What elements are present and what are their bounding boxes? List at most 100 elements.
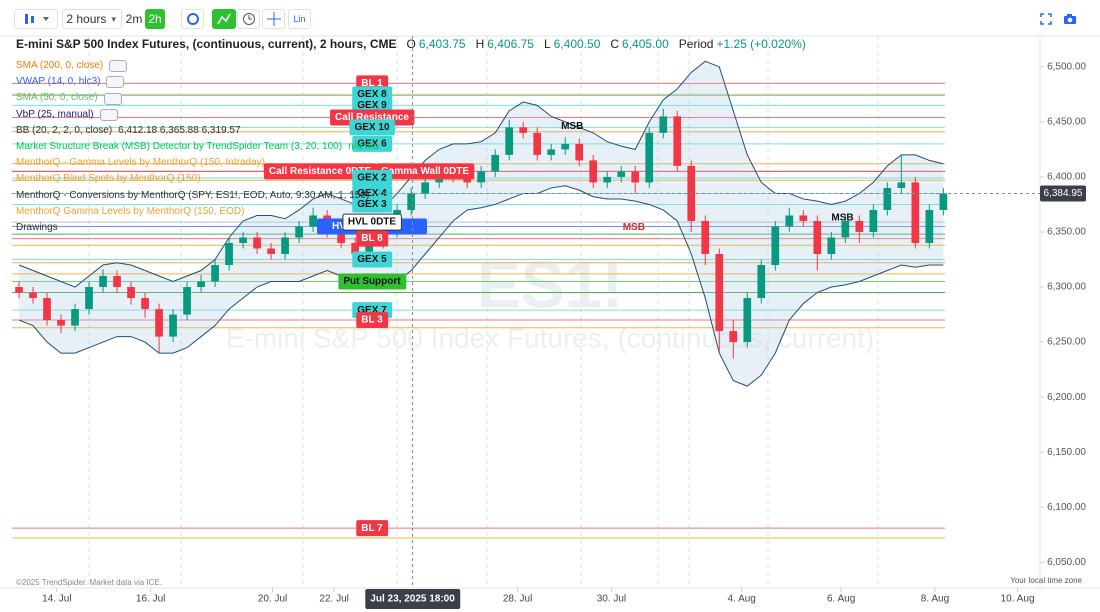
level-label: GEX 9 <box>352 97 393 114</box>
candle-body <box>673 116 682 166</box>
candle-body <box>71 309 79 326</box>
candle-body <box>351 242 359 254</box>
clock-button[interactable] <box>237 9 260 29</box>
chart-type-button[interactable] <box>14 9 58 29</box>
band-lower <box>18 185 944 387</box>
msb-annotation: MSB <box>561 121 583 132</box>
level-label-box <box>352 135 393 152</box>
candle-body <box>869 209 878 232</box>
candle-body <box>505 127 514 155</box>
candle-body <box>771 226 780 266</box>
x-tick-label: 16. Jul <box>136 594 165 605</box>
candle-body <box>127 287 135 299</box>
level-label-box <box>342 213 402 231</box>
level-label-box <box>356 230 389 247</box>
y-tick-label: 6,350.00 <box>1047 227 1086 238</box>
tool-button[interactable] <box>212 9 236 29</box>
candle-body <box>631 171 640 183</box>
interval-button[interactable]: 2m <box>125 12 143 26</box>
ohlc-key: L <box>543 37 551 51</box>
level-label-text: BL 8 <box>361 233 383 244</box>
level-label: GEX 3 <box>352 196 393 213</box>
level-label: BL 3 <box>356 312 389 329</box>
camera-button[interactable] <box>1060 9 1080 29</box>
timezone: Your local time zone <box>1010 576 1082 585</box>
candle-body <box>659 116 668 133</box>
level-label-box <box>352 251 393 268</box>
indicator-name: MenthorQ - Gamma Levels by MenthorQ (150… <box>16 157 265 169</box>
candle-body <box>197 281 205 288</box>
level-label: GEX 6 <box>352 135 393 152</box>
settings-button[interactable] <box>181 9 204 29</box>
candle-body <box>113 276 121 288</box>
candle-body <box>267 248 275 254</box>
visibility-toggle[interactable] <box>106 76 125 89</box>
candle-body <box>295 226 303 238</box>
ohlc-value: 6,403.75 <box>418 37 466 51</box>
y-tick-label: 6,150.00 <box>1047 447 1086 458</box>
candle-body <box>841 220 850 238</box>
ohlc-key: Period <box>678 37 714 51</box>
candle-body <box>57 320 65 326</box>
y-tick-label: 6,100.00 <box>1047 502 1086 513</box>
ohlc-value: 6,406.75 <box>487 37 534 51</box>
level-label-text: GEX 3 <box>357 199 387 210</box>
fullscreen-button[interactable] <box>1036 9 1056 29</box>
level-label: Gamma Wall 0DTE <box>376 163 475 180</box>
candle-body <box>561 143 570 150</box>
indicator-row: MenthorQ Blind Spots by MenthorQ (150) <box>16 171 379 187</box>
candle-body <box>785 215 794 227</box>
band-fill <box>19 61 944 387</box>
level-label-box <box>356 312 389 329</box>
candle-body <box>281 237 289 254</box>
scale-button[interactable]: Lin <box>288 9 311 29</box>
candle-body <box>757 265 766 299</box>
level-label-box <box>376 163 475 180</box>
candle-body <box>211 265 219 282</box>
ohlc-key: C <box>610 37 620 51</box>
indicator-name: Market Structure Break (MSB) Detector by… <box>16 141 343 153</box>
interval-dropdown[interactable]: 2 hours ▼ <box>62 9 122 29</box>
indicator-name: SMA (50, 0, close) <box>16 92 98 104</box>
candle-body <box>603 176 612 183</box>
indicator-row: MenthorQ Gamma Levels by MenthorQ (150, … <box>16 204 379 220</box>
crosshair-time: Jul 23, 2025 18:00 <box>365 589 461 609</box>
crosshair-button[interactable] <box>262 9 285 29</box>
level-label: GEX 2 <box>352 170 393 187</box>
candle-body <box>99 276 107 288</box>
visibility-toggle[interactable] <box>99 108 118 121</box>
level-label-text: Put Support <box>343 276 401 287</box>
level-label-box <box>263 163 377 180</box>
indicator-name: SMA (200, 0, close) <box>16 60 104 71</box>
candle-body <box>715 254 724 332</box>
level-label-text: GEX 10 <box>354 122 389 133</box>
x-tick-label: 28. Jul <box>503 594 532 605</box>
y-tick-label: 6,200.00 <box>1047 392 1086 403</box>
y-tick-label: 6,400.00 <box>1047 172 1086 183</box>
indicator-row: VbP (25, manual) <box>16 107 379 123</box>
candle-body <box>925 209 934 243</box>
level-label-text: Call Resistance <box>335 112 409 123</box>
candle-body <box>85 287 93 310</box>
indicator-values: 6,412.18 6,365.88 6,319.57 <box>118 124 241 136</box>
ohlc-value: +1.25 (+0.020%) <box>716 37 806 51</box>
visibility-toggle[interactable] <box>109 60 128 73</box>
level-label: GEX 10 <box>349 119 395 136</box>
chart-title: E-mini S&P 500 Index Futures, (continuou… <box>16 37 397 51</box>
level-label-box <box>338 273 407 290</box>
crosshair-time-box <box>365 589 461 609</box>
visibility-toggle[interactable] <box>103 92 122 105</box>
candle-body <box>491 154 500 172</box>
level-label-text: Call Resistance 0DTE <box>269 166 372 177</box>
candle-body <box>225 242 233 266</box>
candle-body <box>29 292 37 299</box>
level-label: Call Resistance 0DTE <box>263 163 377 180</box>
indicator-name: MenthorQ Gamma Levels by MenthorQ (150, … <box>16 205 245 217</box>
candle-body <box>645 132 654 183</box>
interval-button[interactable]: 2h <box>145 9 165 29</box>
indicator-row: SMA (50, 0, close) <box>16 90 379 106</box>
candle-body <box>743 298 752 343</box>
candle-body <box>827 237 836 254</box>
y-tick-label: 6,500.00 <box>1047 61 1086 72</box>
indicator-row: MenthorQ - Gamma Levels by MenthorQ (150… <box>16 155 379 171</box>
